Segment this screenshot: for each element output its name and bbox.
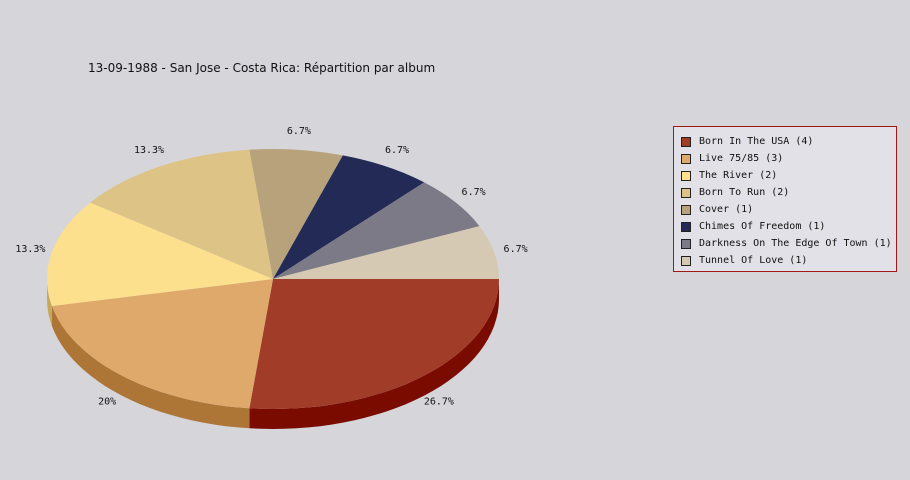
legend-swatch bbox=[681, 136, 691, 147]
legend-item: Born In The USA (4) bbox=[681, 133, 896, 150]
legend-swatch bbox=[681, 221, 691, 232]
pie-slice-0 bbox=[249, 279, 499, 410]
legend-swatch bbox=[681, 153, 691, 164]
pie-slice-label-2: 13.3% bbox=[15, 244, 45, 255]
legend-item: Chimes Of Freedom (1) bbox=[681, 218, 896, 235]
pie-slice-7 bbox=[273, 226, 499, 279]
legend-item: Born To Run (2) bbox=[681, 184, 896, 201]
legend-swatch bbox=[681, 187, 691, 198]
pie-slice-side-2 bbox=[47, 279, 52, 326]
legend-item: The River (2) bbox=[681, 167, 896, 184]
legend-item: Tunnel Of Love (1) bbox=[681, 252, 896, 269]
pie-slice-3 bbox=[90, 149, 273, 279]
pie-slice-6 bbox=[273, 182, 480, 279]
pie-slice-label-5: 6.7% bbox=[385, 145, 409, 156]
legend: Born In The USA (4) Live 75/85 (3) The Riv… bbox=[673, 126, 897, 272]
legend-item: Cover (1) bbox=[681, 201, 896, 218]
legend-label: Chimes Of Freedom (1) bbox=[699, 221, 826, 232]
legend-label: Tunnel Of Love (1) bbox=[699, 255, 808, 266]
pie-slice-4 bbox=[249, 148, 343, 279]
legend-list: Born In The USA (4) Live 75/85 (3) The Riv… bbox=[681, 133, 896, 269]
legend-swatch bbox=[681, 238, 691, 249]
pie-slice-2 bbox=[47, 202, 273, 307]
legend-swatch bbox=[681, 255, 691, 266]
pie-slice-1 bbox=[51, 279, 273, 409]
legend-label: Born To Run (2) bbox=[699, 187, 790, 198]
legend-item: Darkness On The Edge Of Town (1) bbox=[681, 235, 896, 252]
pie-slice-label-7: 6.7% bbox=[504, 244, 528, 255]
legend-item: Live 75/85 (3) bbox=[681, 150, 896, 167]
legend-swatch bbox=[681, 204, 691, 215]
pie-slice-label-6: 6.7% bbox=[462, 187, 486, 198]
pie-slice-side-1 bbox=[51, 306, 250, 429]
legend-label: The River (2) bbox=[699, 170, 778, 181]
pie-slice-label-4: 6.7% bbox=[287, 126, 311, 137]
legend-label: Live 75/85 (3) bbox=[699, 153, 784, 164]
legend-label: Born In The USA (4) bbox=[699, 136, 814, 147]
legend-label: Darkness On The Edge Of Town (1) bbox=[699, 238, 892, 249]
legend-swatch bbox=[681, 170, 691, 181]
pie-slice-5 bbox=[273, 155, 425, 279]
pie-slice-side-0 bbox=[249, 279, 499, 429]
chart-title: 13-09-1988 - San Jose - Costa Rica: Répa… bbox=[88, 61, 436, 75]
pie-slice-label-0: 26.7% bbox=[424, 397, 454, 408]
legend-label: Cover (1) bbox=[699, 204, 754, 215]
pie-slice-label-1: 20% bbox=[98, 397, 116, 408]
pie-slice-label-3: 13.3% bbox=[134, 145, 164, 156]
